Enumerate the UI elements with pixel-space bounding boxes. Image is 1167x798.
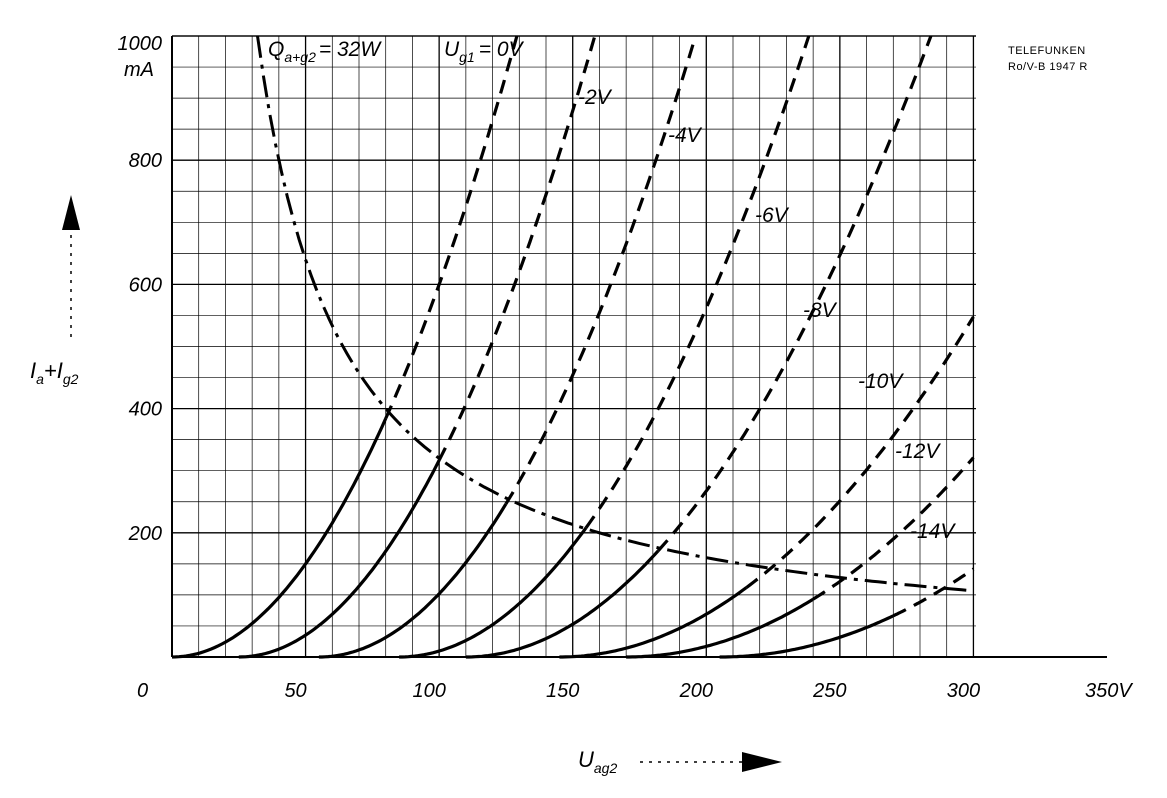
curve-labels: -2V -4V -6V -8V -10V -12V -14V: [578, 86, 956, 543]
grid-voltage-label-rest: = 0V: [479, 38, 525, 61]
curve-label: -10V: [858, 370, 904, 393]
curve-solid-2: [318, 503, 508, 659]
grid-voltage-label-sub: g1: [459, 49, 475, 65]
curve-label: -4V: [668, 124, 703, 147]
curve-solid-3: [399, 526, 588, 659]
grid-voltage-label: Ug1 = 0V: [444, 38, 525, 65]
power-limit-curve: [256, 35, 974, 593]
curve-label: -6V: [755, 204, 790, 227]
curve-dashed-0: [384, 35, 519, 420]
curve-label: -14V: [910, 520, 956, 543]
y-axis-label-text: Ia+Ig2: [30, 358, 79, 387]
x-tick-label: 150: [546, 680, 579, 702]
power-limit-label-rest: = 32W: [319, 38, 382, 61]
y-tick-labels: 200 400 600 800 1000: [118, 33, 163, 545]
curves: [171, 35, 975, 659]
curve-solid-6: [626, 597, 814, 659]
y-axis-label-sub2: g2: [63, 371, 79, 387]
grid-voltage-label-main: U: [444, 38, 460, 61]
x-unit-label: 350V: [1085, 680, 1133, 702]
curve-dashed-5: [745, 315, 975, 589]
x-tick-label: 300: [947, 680, 980, 702]
y-axis-arrow-icon: [62, 195, 80, 230]
grid: [171, 35, 976, 658]
x-tick-label: 0: [137, 680, 148, 702]
y-tick-label: 600: [129, 274, 162, 296]
curve-dashed-6: [812, 456, 975, 601]
curve-dashed-4: [657, 35, 933, 552]
power-limit-label-sub: a+g2: [284, 49, 316, 65]
x-tick-label: 200: [679, 680, 713, 702]
curve-dashed-2: [504, 35, 698, 505]
power-limit-label-main: Q: [268, 38, 284, 61]
stamp-line-2: Ro/V-B 1947 R: [1008, 61, 1088, 73]
curve-dashed-7: [892, 567, 975, 618]
y-axis-label-main: I: [30, 358, 36, 383]
x-tick-label: 250: [812, 680, 846, 702]
curve-solid-0: [171, 417, 388, 659]
y-axis-label-plus: +I: [44, 358, 63, 383]
curve-solid-1: [238, 459, 441, 659]
y-tick-label: 400: [129, 399, 162, 421]
y-unit-label: mA: [124, 59, 154, 81]
x-axis-label-main: U: [578, 747, 594, 772]
stamp-line-1: TELEFUNKEN: [1008, 45, 1086, 57]
x-axis-arrow-icon: [742, 752, 782, 772]
x-axis-label-sub: ag2: [594, 760, 618, 776]
y-axis-label: Ia+Ig2: [30, 195, 80, 387]
y-tick-label: 1000: [118, 33, 163, 55]
y-axis-label-sub1: a: [36, 371, 44, 387]
x-axis-label: Uag2: [578, 747, 782, 776]
curve-solid-4: [465, 549, 660, 659]
x-axis-label-text: Uag2: [578, 747, 617, 776]
x-tick-label: 50: [284, 680, 306, 702]
curve-solid-5: [559, 586, 748, 659]
curve-dashed-1: [437, 35, 597, 462]
power-limit-label: Qa+g2 = 32W: [268, 38, 382, 65]
curve-label: -12V: [895, 440, 941, 463]
curve-label: -2V: [578, 86, 613, 109]
curve-label: -8V: [803, 299, 838, 322]
x-tick-label: 100: [412, 680, 445, 702]
y-tick-label: 200: [128, 523, 162, 545]
curve-solid-7: [719, 614, 894, 659]
x-tick-labels: 0 50 100 150 200 250 300 350V: [137, 680, 1133, 702]
curve-dashed-3: [584, 35, 811, 529]
y-tick-label: 800: [129, 150, 162, 172]
